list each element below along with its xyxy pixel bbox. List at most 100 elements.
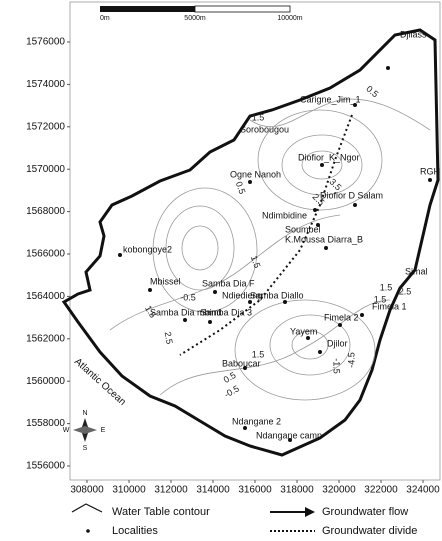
y-tick-label: 1566000: [26, 249, 65, 260]
contour-label: 1.5: [252, 112, 265, 122]
x-tick-label: 312000: [154, 485, 188, 496]
locality-label: Yayem: [290, 326, 317, 336]
contour: [165, 205, 235, 291]
ocean-label: Atlantic Ocean: [72, 356, 128, 408]
locality-dot: [316, 223, 320, 227]
locality-dot: [208, 320, 212, 324]
compass-label: W: [63, 427, 70, 434]
locality-dot: [306, 336, 310, 340]
contour: [281, 134, 363, 196]
legend-label: Groundwater flow: [322, 506, 408, 518]
y-tick-label: 1558000: [26, 418, 65, 429]
locality-label: Diofior D Salam: [320, 190, 383, 200]
x-tick-label: 322000: [364, 485, 398, 496]
locality-dot: [313, 208, 317, 212]
legend-label: Water Table contour: [112, 506, 210, 518]
scale-bar-white: [194, 5, 291, 13]
locality-label: Sorobougou: [240, 124, 289, 134]
x-tick-label: 320000: [322, 485, 356, 496]
y-tick-label: 1576000: [26, 37, 65, 48]
locality-dot: [353, 203, 357, 207]
locality-dot: [243, 426, 247, 430]
y-tick-label: 1574000: [26, 79, 65, 90]
locality-label: Ogne Nanoh: [230, 169, 281, 179]
contour-label: 1.5: [380, 282, 393, 292]
y-tick-label: 1568000: [26, 206, 65, 217]
locality-label: Ndangane camp: [256, 430, 322, 440]
legend-locality-symbol: [86, 529, 90, 533]
compass-label: S: [83, 445, 88, 452]
y-tick-label: 1556000: [26, 461, 65, 472]
locality-label: Djilass: [400, 29, 427, 39]
y-tick-label: 1572000: [26, 121, 65, 132]
locality-label: Simal: [405, 266, 428, 276]
contour-label: -1.5: [332, 358, 342, 374]
locality-label: Samba Dia F: [202, 278, 255, 288]
locality-label: Soumbel: [285, 224, 321, 234]
locality-label: Baboucar: [222, 358, 261, 368]
contour: [257, 109, 383, 211]
x-tick-label: 318000: [280, 485, 314, 496]
locality-label: Samba Dia 3: [200, 307, 252, 317]
contour: [181, 225, 219, 271]
x-tick-label: 314000: [196, 485, 230, 496]
locality-label: Samba Dia mbind: [150, 307, 222, 317]
y-tick-label: 1562000: [26, 333, 65, 344]
locality-label: Ndimbidine: [262, 210, 307, 220]
x-tick-label: 310000: [112, 485, 146, 496]
locality-dot: [386, 66, 390, 70]
contour-label: 1.5: [249, 254, 263, 269]
contour: [152, 187, 258, 313]
contour: [159, 299, 391, 396]
contour: [249, 98, 431, 131]
legend: [71, 503, 315, 533]
locality-dot: [243, 366, 247, 370]
locality-label: Ndangane 2: [232, 416, 281, 426]
locality-label: kobongoye2: [123, 244, 172, 254]
locality-label: Samba Diallo: [250, 290, 304, 300]
locality-dot: [248, 300, 252, 304]
contour: [301, 150, 343, 180]
contour-label: 0.5: [234, 180, 248, 195]
scale-label: 5000m: [184, 15, 206, 22]
y-tick-label: 1564000: [26, 291, 65, 302]
locality-dot: [360, 313, 364, 317]
locality-dot: [353, 103, 357, 107]
locality-dot: [338, 323, 342, 327]
contour: [269, 314, 351, 376]
legend-label: Groundwater divide: [322, 525, 417, 537]
locality-label: RGH: [420, 166, 440, 176]
legend-contour-symbol: [71, 503, 103, 513]
legend-label: Localities: [112, 525, 158, 537]
contour-label: 2.5: [399, 286, 412, 296]
contour-label: 2.5: [163, 331, 175, 345]
scale-label: 0m: [100, 15, 110, 22]
map-frame: [69, 1, 441, 481]
locality-dot: [288, 438, 292, 442]
locality-label: Mbissel: [150, 276, 181, 286]
y-tick-label: 1570000: [26, 164, 65, 175]
locality-label: Fimela 2: [324, 312, 359, 322]
x-tick-label: 308000: [70, 485, 104, 496]
compass-label: E: [101, 427, 106, 434]
contour-label: 0.5: [364, 84, 380, 100]
x-tick-label: 316000: [238, 485, 272, 496]
legend-flow-arrow: [305, 507, 315, 517]
contour-label: -0.5: [222, 383, 240, 399]
contour: [234, 299, 376, 401]
locality-label: Fimela 1: [372, 301, 407, 311]
y-tick-label: 1560000: [26, 376, 65, 387]
contour-label: -0.5: [180, 292, 196, 302]
locality-label: Djilor: [327, 338, 348, 348]
contour: [291, 330, 329, 360]
locality-dot: [248, 180, 252, 184]
water-table-boundary: [61, 28, 440, 457]
locality-dot: [428, 178, 432, 182]
scale-bar-black: [100, 6, 195, 12]
x-tick-label: 324000: [406, 485, 440, 496]
locality-dot: [148, 288, 152, 292]
contours: [109, 98, 431, 401]
locality-dot: [318, 350, 322, 354]
locality-label: Diofior_K_Ngor: [298, 152, 360, 162]
